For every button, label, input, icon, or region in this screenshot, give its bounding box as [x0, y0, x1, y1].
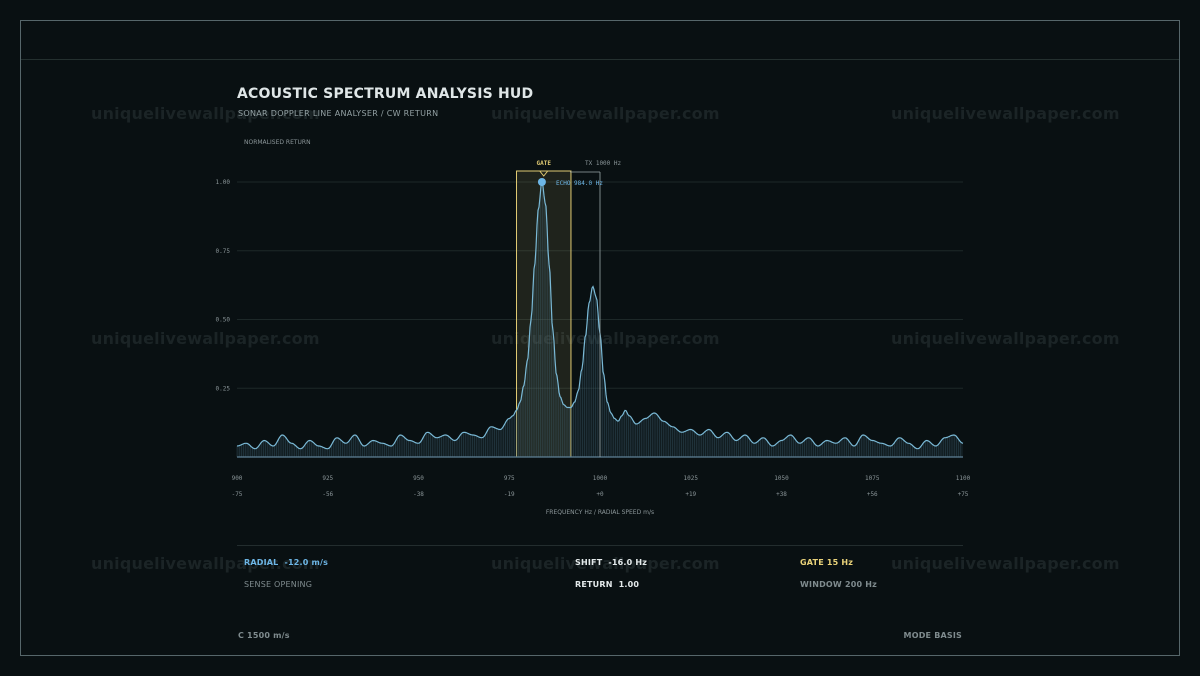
hud-frame	[20, 20, 1180, 656]
x-tick-label: 1000	[593, 475, 608, 482]
watermark: uniquelivewallpaper.com	[891, 104, 1120, 123]
y-axis-label: NORMALISED RETURN	[244, 139, 311, 146]
watermark: uniquelivewallpaper.com	[891, 329, 1120, 348]
window-label: WINDOW	[800, 580, 842, 589]
sound-speed: C 1500 m/s	[238, 631, 290, 640]
peak-label: ECHO 984.0 Hz	[556, 180, 603, 187]
x-tick-label: 900	[232, 475, 243, 482]
watermark: uniquelivewallpaper.com	[891, 554, 1120, 573]
y-tick-label: 0.75	[216, 248, 231, 255]
speed-tick-label: +0	[596, 491, 604, 498]
x-axis-label: FREQUENCY Hz / RADIAL SPEED m/s	[546, 509, 654, 516]
speed-tick-label: +75	[958, 491, 969, 498]
radial-label: RADIAL	[244, 558, 279, 567]
gate-label: GATE	[537, 160, 552, 167]
x-tick-label: 925	[322, 475, 333, 482]
speed-tick-label: +38	[776, 491, 787, 498]
watermark: uniquelivewallpaper.com	[91, 329, 320, 348]
spectrum-hatching	[236, 185, 962, 457]
shift-value: -16.0 Hz	[608, 558, 648, 567]
speed-tick-label: -56	[322, 491, 333, 498]
watermark: uniquelivewallpaper.com	[91, 104, 320, 123]
radial-value: -12.0 m/s	[284, 558, 329, 567]
x-tick-label: 1100	[956, 475, 971, 482]
shift-readout: SHIFT -16.0 Hz	[575, 558, 647, 567]
gate-pointer-icon	[539, 170, 549, 177]
radial-readout: RADIAL -12.0 m/s	[244, 558, 328, 567]
return-label: RETURN	[575, 580, 613, 589]
y-tick-label: 0.25	[216, 385, 231, 392]
watermark: uniquelivewallpaper.com	[491, 329, 720, 348]
gate-label: GATE	[800, 558, 824, 567]
speed-tick-label: +19	[685, 491, 696, 498]
speed-tick-label: -19	[504, 491, 515, 498]
return-value: 1.00	[618, 580, 640, 589]
return-readout: RETURN 1.00	[575, 580, 639, 589]
peak-marker	[537, 178, 546, 186]
top-divider	[21, 59, 1179, 60]
window-readout: WINDOW 200 Hz	[800, 580, 877, 589]
page-subtitle: SONAR DOPPLER LINE ANALYSER / CW RETURN	[238, 109, 439, 118]
sense-status: SENSE OPENING	[244, 580, 313, 589]
watermark: uniquelivewallpaper.com	[491, 104, 720, 123]
readout-divider	[237, 545, 963, 546]
gate-readout: GATE 15 Hz	[800, 558, 853, 567]
y-tick-label: 0.50	[216, 317, 231, 324]
mode-indicator: MODE BASIS	[903, 631, 962, 640]
y-tick-label: 1.00	[216, 179, 231, 186]
x-tick-label: 1050	[774, 475, 789, 482]
gate-value: 15 Hz	[826, 558, 854, 567]
speed-tick-label: +56	[867, 491, 878, 498]
watermark: uniquelivewallpaper.com	[91, 554, 320, 573]
page-title: ACOUSTIC SPECTRUM ANALYSIS HUD	[237, 86, 534, 102]
x-tick-label: 950	[413, 475, 424, 482]
gate-window	[516, 170, 572, 458]
x-tick-label: 1075	[865, 475, 880, 482]
shift-label: SHIFT	[575, 558, 603, 567]
speed-tick-label: -38	[413, 491, 424, 498]
x-tick-label: 1025	[684, 475, 699, 482]
window-value: 200 Hz	[844, 580, 878, 589]
watermark: uniquelivewallpaper.com	[491, 554, 720, 573]
speed-tick-label: -75	[232, 491, 243, 498]
x-tick-label: 975	[504, 475, 515, 482]
tx-label: TX 1000 Hz	[585, 160, 622, 167]
